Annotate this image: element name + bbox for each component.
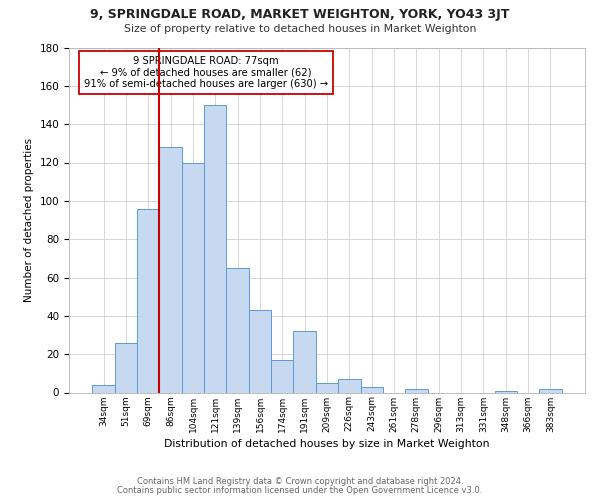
Bar [226,268,249,392]
Bar [361,387,383,392]
Bar [271,360,293,392]
Bar [249,310,271,392]
X-axis label: Distribution of detached houses by size in Market Weighton: Distribution of detached houses by size … [164,438,490,448]
Text: Contains public sector information licensed under the Open Government Licence v3: Contains public sector information licen… [118,486,482,495]
Bar [160,147,182,392]
Text: Size of property relative to detached houses in Market Weighton: Size of property relative to detached ho… [124,24,476,34]
Text: 9 SPRINGDALE ROAD: 77sqm
← 9% of detached houses are smaller (62)
91% of semi-de: 9 SPRINGDALE ROAD: 77sqm ← 9% of detache… [83,56,328,90]
Bar [92,385,115,392]
Bar [405,388,428,392]
Bar [338,379,361,392]
Bar [494,390,517,392]
Text: 9, SPRINGDALE ROAD, MARKET WEIGHTON, YORK, YO43 3JT: 9, SPRINGDALE ROAD, MARKET WEIGHTON, YOR… [91,8,509,21]
Bar [204,105,226,393]
Bar [115,342,137,392]
Bar [293,331,316,392]
Text: Contains HM Land Registry data © Crown copyright and database right 2024.: Contains HM Land Registry data © Crown c… [137,477,463,486]
Y-axis label: Number of detached properties: Number of detached properties [24,138,34,302]
Bar [316,383,338,392]
Bar [182,162,204,392]
Bar [137,208,160,392]
Bar [539,388,562,392]
